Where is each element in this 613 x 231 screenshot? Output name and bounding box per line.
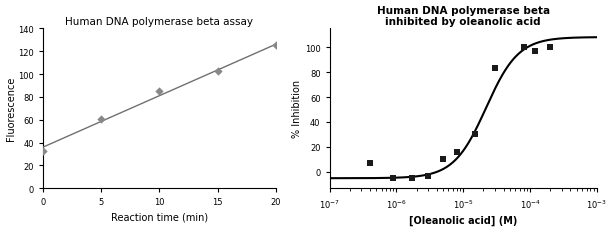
Point <box>38 149 48 153</box>
Point <box>213 70 223 73</box>
Point <box>452 150 462 154</box>
Point <box>530 50 540 53</box>
Point <box>271 44 281 48</box>
Point <box>546 46 555 50</box>
Point <box>424 174 433 178</box>
Title: Human DNA polymerase beta
inhibited by oleanolic acid: Human DNA polymerase beta inhibited by o… <box>377 6 550 27</box>
Point <box>470 133 480 137</box>
Y-axis label: Fluorescence: Fluorescence <box>6 77 15 141</box>
Y-axis label: % Inhibition: % Inhibition <box>292 80 302 138</box>
Point <box>407 176 417 180</box>
Point <box>490 67 500 71</box>
Point <box>389 176 398 180</box>
Point <box>365 162 375 165</box>
Point <box>96 117 106 121</box>
Title: Human DNA polymerase beta assay: Human DNA polymerase beta assay <box>66 17 253 27</box>
Point <box>438 158 448 162</box>
X-axis label: Reaction time (min): Reaction time (min) <box>111 212 208 222</box>
Point <box>154 90 164 94</box>
X-axis label: [Oleanolic acid] (M): [Oleanolic acid] (M) <box>409 215 517 225</box>
Point <box>519 46 528 50</box>
